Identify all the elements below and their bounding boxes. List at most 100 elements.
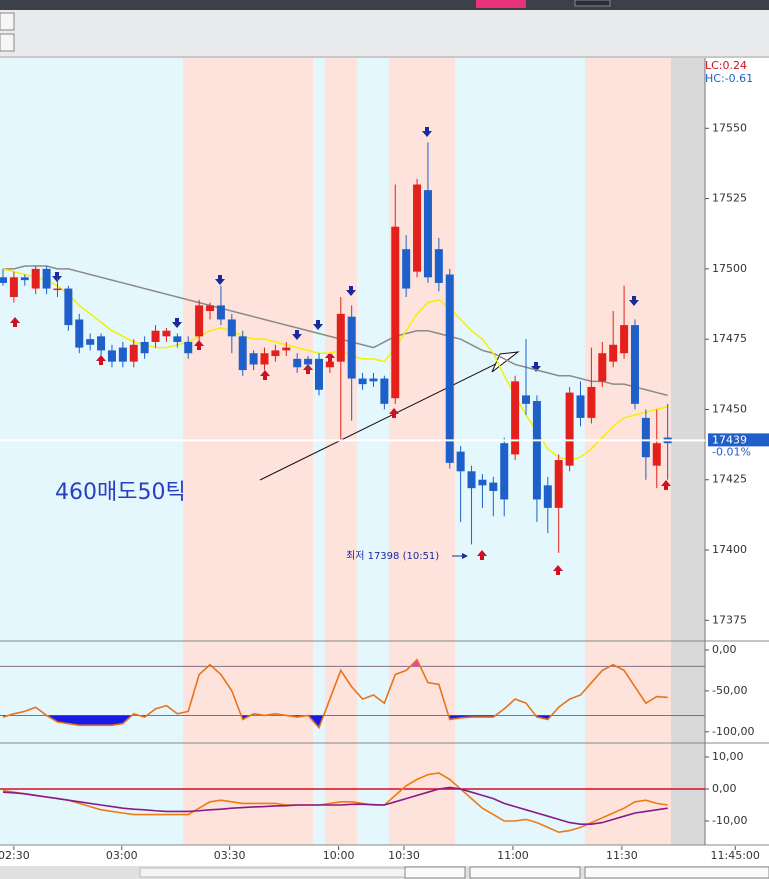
candle-body [478,479,487,486]
y-tick-label: 17425 [712,473,747,486]
session-band [183,58,313,845]
y-tick-label: 17450 [712,402,747,415]
x-tick-label: 11:00 [497,849,529,862]
candle-body [325,361,334,368]
x-tick-label: 02:30 [0,849,30,862]
lc-label: LC:0.24 [705,59,747,72]
session-band [389,58,455,845]
y-tick-label: 17400 [712,543,747,556]
y-tick-label: 10,00 [712,750,744,763]
candle-body [118,347,127,362]
title-bar [0,0,769,10]
candle-body [151,330,160,342]
candle-body [249,353,258,365]
candle-body [140,341,149,354]
candle-body [543,485,552,508]
candle-body [511,381,520,455]
candle-body [304,358,313,365]
candle-body [576,395,585,418]
x-tick-label: 03:00 [106,849,138,862]
y-tick-label: 17550 [712,121,747,134]
candle-body [75,319,84,348]
zoom-buttons[interactable] [584,866,769,879]
x-tick-label: 11:45:00 [711,849,760,862]
candle-body [598,353,607,382]
candle-body [554,460,563,508]
candle-body [336,313,345,362]
time-axis [0,846,769,866]
toolbar-button[interactable] [0,12,15,31]
y-tick-label: -50,00 [712,684,747,697]
toolbar-button[interactable] [0,33,15,52]
candle-body [20,277,29,281]
candle-body [423,190,432,278]
session-band [325,58,357,845]
candle-body [630,325,639,404]
indicator-line [2,786,668,825]
candle-body [42,268,51,289]
candle-body [347,316,356,379]
scroll-track[interactable] [139,867,406,878]
y-tick-label: 17525 [712,192,747,205]
candle-body [216,305,225,320]
candle-body [565,392,574,466]
annotation-arrowhead [491,351,520,373]
candle-body [489,482,498,491]
indicator-line [2,772,668,834]
candle-body [206,305,215,312]
candle-body [380,378,389,404]
candle-body [0,277,7,283]
y-tick-label: 0,00 [712,643,737,656]
indicator-line [2,658,668,730]
search-box[interactable] [574,0,611,7]
candle-body [238,336,247,371]
candle-body [86,339,95,345]
candle-body [522,395,531,404]
candle-body [369,378,378,382]
toolbar [0,10,769,56]
low-note-arrowhead [462,553,468,559]
candle-body [358,378,367,385]
x-tick-label: 10:30 [388,849,420,862]
indicator-fill [3,715,552,728]
candle-body [173,336,182,342]
scroll-thumb[interactable] [469,866,581,879]
tab-button[interactable] [476,0,526,8]
annotation-line [259,355,513,481]
candle-body [434,249,443,283]
candle-body [195,305,204,337]
candle-body [184,341,193,354]
x-tick-label: 11:30 [606,849,638,862]
candle-body [271,350,280,357]
candle-body [641,417,650,458]
future-area [671,58,705,845]
candle-body [97,336,106,351]
candle-body [620,325,629,354]
candle-body [260,353,269,365]
annotation-text: 460매도50틱 [55,480,186,505]
candle-body [587,386,596,418]
hc-label: HC:-0.61 [705,72,753,85]
candle-body [53,288,62,291]
y-tick-label: 17500 [712,262,747,275]
x-tick-label: 03:30 [214,849,246,862]
scroll-buttons[interactable] [404,866,466,879]
candle-body [282,347,291,351]
candle-body [467,471,476,489]
candle-body [64,288,73,326]
candle-body [31,268,40,289]
candle-body [609,344,618,362]
candle-body [402,249,411,289]
indicator-line [2,268,668,461]
y-tick-label: -10,00 [712,814,747,827]
candle-body [456,451,465,472]
candle-body [107,350,116,362]
x-tick-label: 10:00 [323,849,355,862]
candle-body [391,226,400,399]
y-tick-label: -100,00 [712,725,754,738]
candle-body [129,344,138,362]
candle-body [314,358,323,390]
last-price-box [708,433,769,447]
candle-body [227,319,236,337]
